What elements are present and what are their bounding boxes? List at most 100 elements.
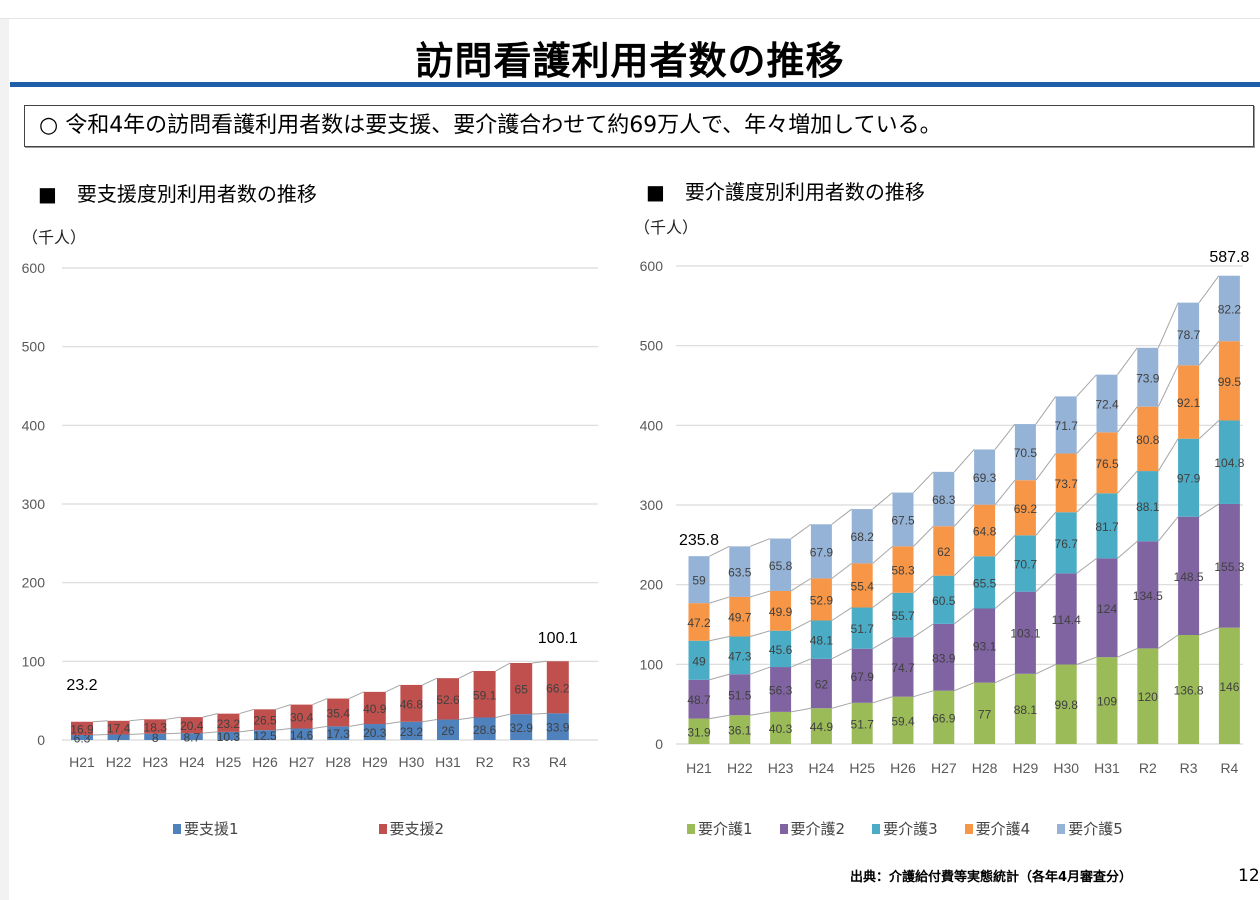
x-category-label: R4 bbox=[549, 754, 567, 770]
series-connector-line bbox=[1076, 656, 1097, 665]
series-connector-line bbox=[1117, 470, 1138, 494]
data-label: 62 bbox=[815, 678, 829, 692]
bar-segment-1 bbox=[363, 724, 386, 740]
data-label: 35.4 bbox=[327, 706, 351, 720]
y-tick-label: 500 bbox=[22, 339, 46, 355]
y-tick-label: 600 bbox=[640, 258, 664, 274]
total-label: 587.8 bbox=[1209, 249, 1249, 266]
y-tick-label: 300 bbox=[22, 496, 46, 512]
legend-swatch bbox=[173, 823, 181, 834]
data-label: 71.7 bbox=[1055, 419, 1079, 433]
legend-label: 要介護4 bbox=[975, 820, 1031, 838]
bar-segment-2 bbox=[107, 720, 130, 735]
data-label: 114.4 bbox=[1052, 613, 1081, 627]
series-connector-line bbox=[872, 636, 893, 650]
bar-segment-2 bbox=[363, 691, 386, 725]
x-category-label: H27 bbox=[931, 760, 957, 776]
right-section-title: ■ 要介護度別利用者数の推移 bbox=[646, 180, 925, 204]
bar-segment-4 bbox=[892, 546, 914, 593]
data-label: 92.1 bbox=[1177, 396, 1201, 410]
bar-segment-1 bbox=[254, 730, 276, 740]
bar-segment-1 bbox=[1178, 635, 1200, 744]
bar-segment-1 bbox=[1014, 673, 1036, 744]
series-connector-line bbox=[1157, 365, 1179, 407]
bar-segment-2 bbox=[810, 658, 832, 709]
data-label: 48.1 bbox=[810, 634, 834, 648]
legend-item: 要支援1 bbox=[173, 818, 239, 839]
series-connector-line bbox=[913, 575, 934, 594]
title-rule bbox=[10, 82, 1260, 87]
data-label: 40.9 bbox=[363, 702, 387, 716]
series-connector-line bbox=[1198, 503, 1220, 518]
data-label: 44.9 bbox=[810, 720, 834, 734]
bar-segment-3 bbox=[892, 592, 914, 638]
legend-swatch bbox=[964, 823, 973, 834]
legend-right: 要介護1 要介護2 要介護3 要介護4 要介護5 bbox=[687, 818, 1150, 839]
left-strip bbox=[0, 19, 9, 900]
bar-segment-5 bbox=[974, 449, 996, 505]
x-category-label: H28 bbox=[325, 754, 351, 770]
data-label: 134.5 bbox=[1133, 589, 1163, 603]
top-strip bbox=[0, 0, 1260, 19]
series-connector-line bbox=[994, 535, 1016, 557]
data-label: 68.3 bbox=[932, 493, 956, 507]
series-connector-line bbox=[709, 636, 730, 642]
bar-segment-2 bbox=[254, 709, 276, 731]
data-label: 47.2 bbox=[687, 616, 711, 630]
data-label: 31.9 bbox=[687, 725, 711, 739]
bar-segment-3 bbox=[1137, 471, 1159, 542]
data-label: 68.2 bbox=[851, 530, 875, 544]
bar-segment-2 bbox=[437, 678, 459, 720]
y-tick-label: 500 bbox=[640, 338, 664, 354]
data-label: 66.9 bbox=[932, 711, 956, 725]
series-connector-line bbox=[750, 711, 771, 716]
data-label: 124 bbox=[1097, 602, 1117, 616]
series-connector-line bbox=[1035, 453, 1057, 481]
data-label: 67.9 bbox=[810, 545, 834, 559]
page-number: 12 bbox=[1238, 866, 1260, 886]
data-label: 30.4 bbox=[290, 711, 314, 725]
series-connector-line bbox=[202, 731, 218, 734]
bar-segment-3 bbox=[851, 607, 873, 649]
series-connector-line bbox=[1076, 557, 1097, 574]
data-label: 26.5 bbox=[253, 714, 277, 728]
legend-label: 要介護3 bbox=[883, 820, 938, 838]
y-tick-label: 200 bbox=[22, 575, 46, 591]
x-category-label: H25 bbox=[216, 754, 242, 770]
bar-segment-3 bbox=[1014, 535, 1036, 592]
bar-segment-2 bbox=[688, 679, 710, 719]
series-connector-line bbox=[953, 555, 975, 577]
bar-segment-5 bbox=[892, 492, 914, 547]
data-label: 56.3 bbox=[769, 683, 793, 697]
series-connector-line bbox=[994, 479, 1016, 505]
bar-segment-1 bbox=[71, 735, 93, 740]
series-connector-line bbox=[422, 719, 438, 723]
bar-segment-2 bbox=[892, 637, 914, 697]
series-connector-line bbox=[1035, 572, 1057, 593]
series-connector-line bbox=[994, 423, 1016, 450]
series-connector-line bbox=[275, 728, 291, 731]
series-connector-line bbox=[1035, 511, 1057, 536]
chart-right: 0 100 200 300 400 500 600 31.9 48.7 49 47.2 59 H21 36… bbox=[640, 249, 1250, 776]
data-label: 78.7 bbox=[1177, 328, 1201, 342]
data-label: 58.3 bbox=[891, 564, 915, 578]
series-connector-line bbox=[422, 677, 438, 686]
bar-segment-4 bbox=[1055, 453, 1077, 513]
data-label: 23.2 bbox=[400, 725, 424, 739]
y-tick-label: 400 bbox=[640, 417, 664, 433]
bar-segment-1 bbox=[144, 733, 167, 740]
legend-swatch bbox=[687, 823, 695, 834]
series-connector-line bbox=[1035, 396, 1057, 425]
bar-segment-5 bbox=[1218, 275, 1240, 342]
data-label: 47.3 bbox=[728, 649, 752, 663]
series-connector-line bbox=[831, 562, 853, 579]
series-connector-line bbox=[913, 525, 934, 547]
series-connector-line bbox=[913, 471, 934, 493]
series-connector-line bbox=[790, 523, 812, 539]
bar-segment-2 bbox=[400, 684, 423, 722]
data-label: 74.7 bbox=[891, 661, 915, 675]
x-category-label: H27 bbox=[289, 754, 315, 770]
series-connector-line bbox=[1117, 406, 1138, 433]
bar-segment-2 bbox=[71, 721, 93, 736]
series-connector-line bbox=[1076, 374, 1097, 397]
